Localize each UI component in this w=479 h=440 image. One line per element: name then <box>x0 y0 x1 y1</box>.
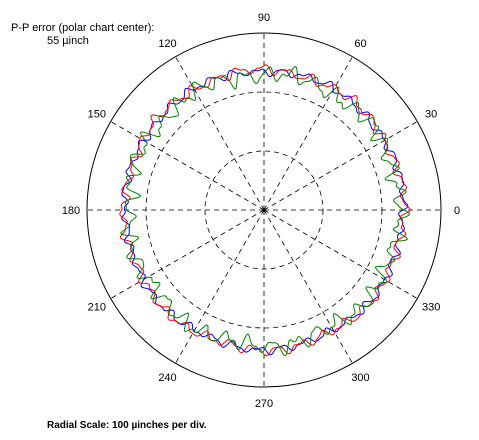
angle-tick-60: 60 <box>354 38 366 50</box>
angle-tick-270: 270 <box>255 398 273 410</box>
angle-tick-labels: 0 30 60 90 120 150 180 210 240 270 300 330 <box>62 12 460 410</box>
annotation-line-2: 55 µinch <box>47 35 89 47</box>
angle-tick-90: 90 <box>258 12 270 24</box>
grid-spoke-60 <box>263 56 353 211</box>
angle-tick-30: 30 <box>425 109 437 121</box>
series-trace-3 <box>120 66 410 357</box>
annotation-line-1: P-P error (polar chart center): <box>11 22 155 34</box>
grid-spoke-210 <box>110 209 265 299</box>
angle-tick-120: 120 <box>158 38 176 50</box>
angle-tick-0: 0 <box>454 205 460 217</box>
grid-spoke-30 <box>263 121 418 211</box>
grid-spoke-300 <box>263 209 353 364</box>
series-trace-2 <box>119 64 411 357</box>
grid-spoke-240 <box>175 209 265 364</box>
angle-tick-330: 330 <box>422 302 440 314</box>
angle-tick-300: 300 <box>351 372 369 384</box>
grid-spoke-120 <box>175 56 265 211</box>
grid-spoke-150 <box>110 121 265 211</box>
angle-tick-150: 150 <box>88 109 106 121</box>
grid-spoke-330 <box>263 209 418 299</box>
polar-grid <box>86 32 442 388</box>
angle-tick-210: 210 <box>88 302 106 314</box>
angle-tick-180: 180 <box>62 205 80 217</box>
radial-scale-label: Radial Scale: 100 µinches per div. <box>47 420 207 431</box>
angle-tick-240: 240 <box>158 372 176 384</box>
outer-ring <box>86 32 442 388</box>
series-group <box>119 64 411 357</box>
